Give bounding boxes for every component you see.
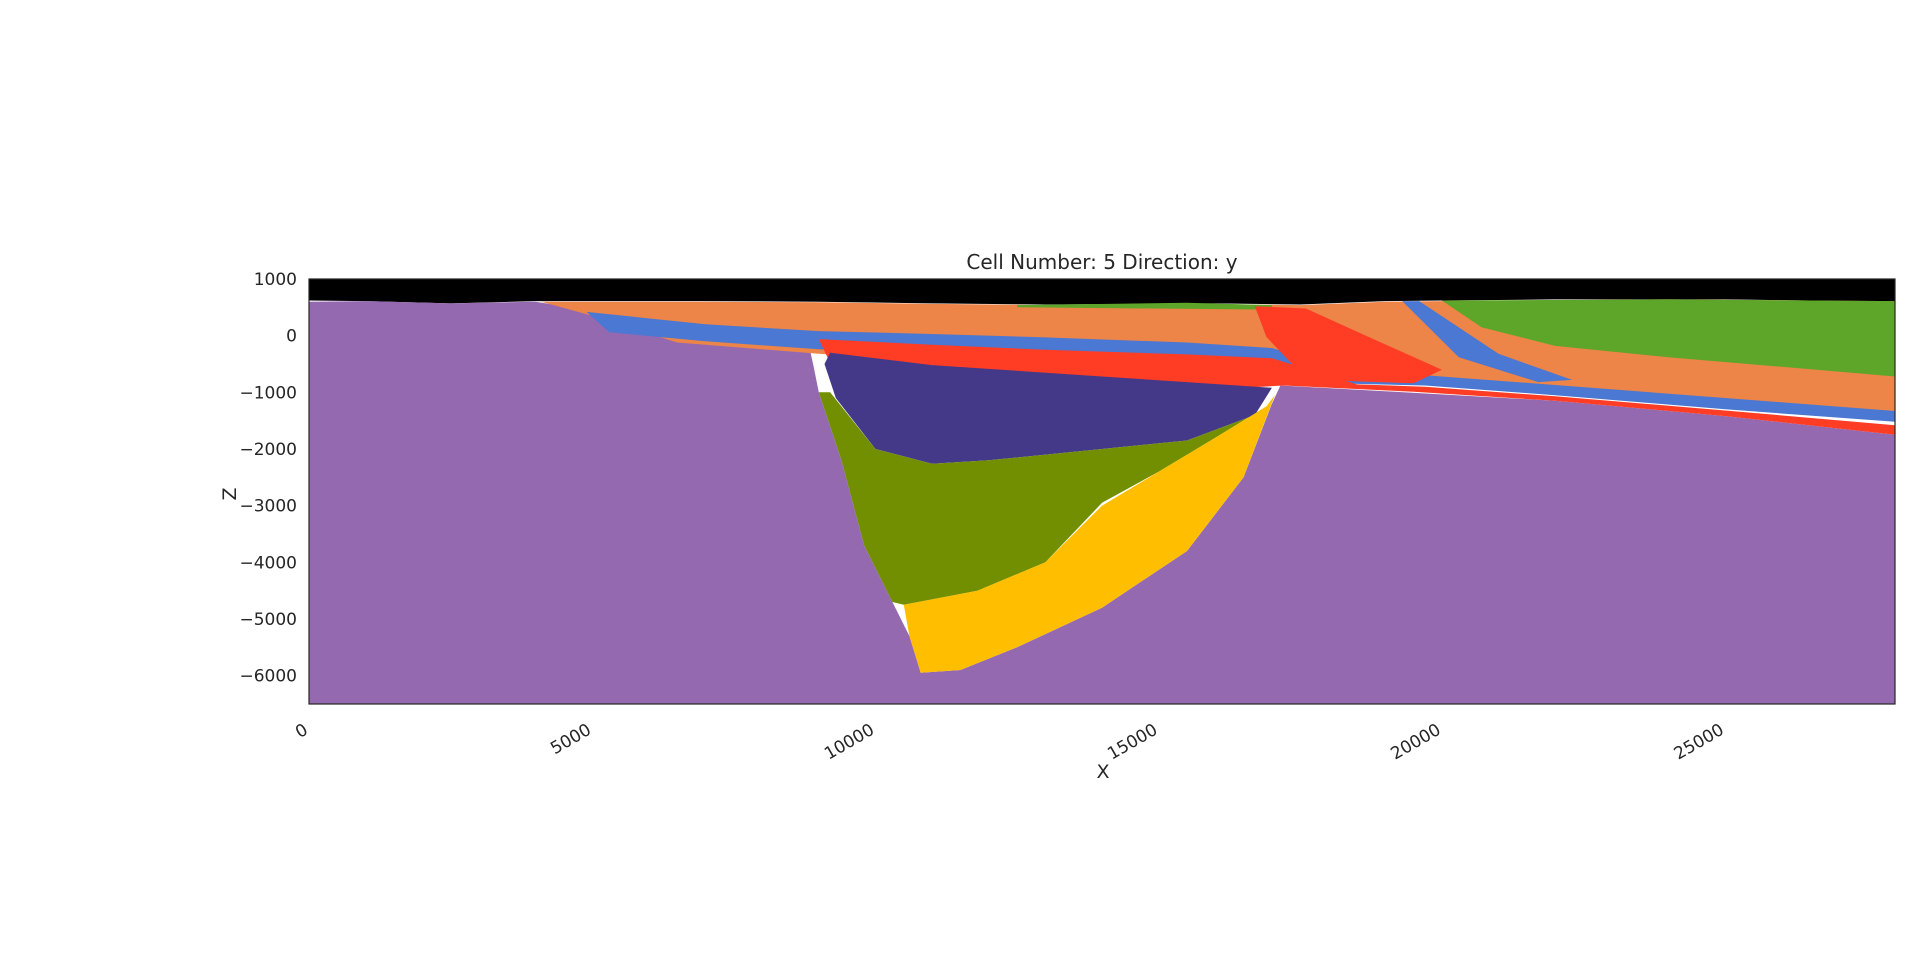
y-axis-ticks: 1000 0 −1000 −2000 −3000 −4000 −5000 −6000	[239, 270, 297, 687]
unit-green-thin	[1017, 302, 1272, 310]
unit-basement	[309, 301, 1895, 704]
y-tick-label: 0	[286, 327, 297, 347]
x-tick-label: 10000	[821, 720, 878, 764]
y-tick-label: −3000	[239, 497, 297, 517]
x-tick-label: 15000	[1104, 720, 1161, 764]
chart-title: Cell Number: 5 Direction: y	[966, 250, 1237, 274]
unit-air	[309, 279, 1895, 305]
x-axis-ticks: 0 5000 10000 15000 20000 25000	[292, 720, 1727, 764]
unit-yellow	[903, 395, 1275, 673]
x-tick-label: 5000	[547, 720, 594, 759]
unit-green	[1441, 299, 1895, 377]
unit-navy	[824, 352, 1272, 464]
y-tick-label: 1000	[254, 270, 297, 290]
y-axis-label: Z	[219, 487, 241, 500]
unit-red	[818, 339, 1895, 435]
x-tick-label: 25000	[1671, 720, 1728, 764]
unit-blue-steep	[1402, 301, 1573, 383]
geologic-units	[309, 279, 1895, 704]
y-tick-label: −5000	[239, 610, 297, 630]
y-tick-label: −4000	[239, 553, 297, 573]
x-axis-label: X	[1096, 761, 1109, 783]
x-tick-label: 20000	[1388, 720, 1445, 764]
y-tick-label: −2000	[239, 440, 297, 460]
y-tick-label: −6000	[239, 667, 297, 687]
unit-red-wedge	[1254, 306, 1442, 384]
y-tick-label: −1000	[239, 383, 297, 403]
x-tick-label: 0	[292, 720, 311, 743]
plot-frame	[308, 278, 1896, 705]
unit-olive	[818, 392, 1267, 605]
